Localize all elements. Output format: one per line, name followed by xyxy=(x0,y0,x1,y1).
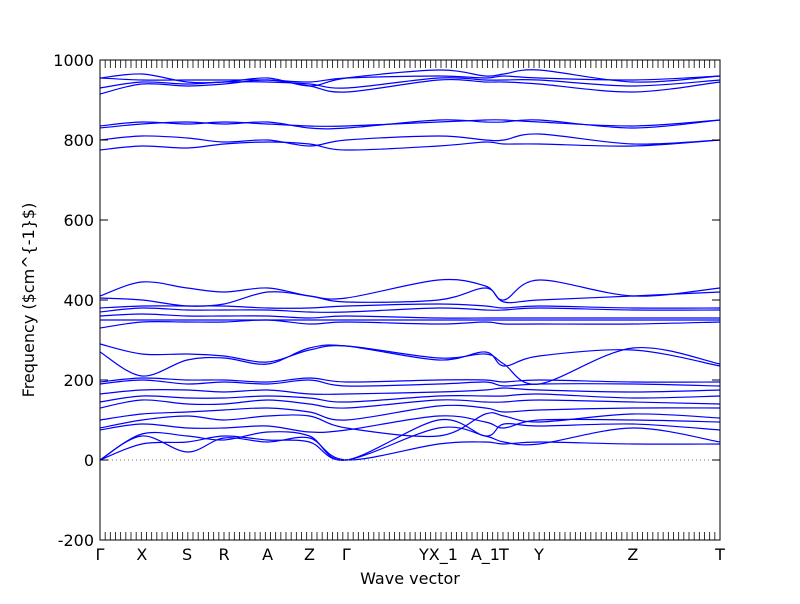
ytick-label-0: -200 xyxy=(58,531,94,550)
ytick-label-1: 0 xyxy=(84,451,94,470)
ytick-label-3: 400 xyxy=(63,291,94,310)
x-tick-labels: Γ X S R A Z Γ YX_1 A_1T Y Z T xyxy=(96,545,726,565)
series-line-9 xyxy=(99,387,721,395)
series-line-6 xyxy=(99,404,721,421)
series-line-7 xyxy=(99,399,721,409)
xtick-label-10: Y xyxy=(533,545,544,564)
series-line-17 xyxy=(99,307,721,313)
ytick-label-6: 1000 xyxy=(53,51,94,70)
series-line-24 xyxy=(99,119,721,127)
series-line-20 xyxy=(99,278,721,301)
xtick-label-6: Γ xyxy=(342,545,351,564)
xtick-label-4: A xyxy=(262,545,273,564)
xtick-label-1: X xyxy=(136,545,147,564)
xtick-label-3: R xyxy=(218,545,229,564)
y-axis-label: Frequency ($cm^{-1}$) xyxy=(19,203,38,398)
series-line-26 xyxy=(99,77,721,89)
xtick-label-5: Z xyxy=(304,545,315,564)
xtick-label-7: YX_1 xyxy=(418,545,458,565)
ytick-label-5: 800 xyxy=(63,131,94,150)
series-line-12 xyxy=(99,344,721,377)
xtick-label-2: S xyxy=(182,545,192,564)
series-layer xyxy=(99,69,721,461)
ytick-label-4: 600 xyxy=(63,211,94,230)
series-line-2 xyxy=(99,426,721,461)
xtick-label-9: T xyxy=(498,545,509,564)
series-line-13 xyxy=(99,343,721,385)
series-line-3 xyxy=(99,418,721,461)
tick-layer xyxy=(99,59,721,541)
series-line-11 xyxy=(99,377,721,383)
series-line-8 xyxy=(99,393,721,403)
series-line-1 xyxy=(99,435,721,461)
series-line-16 xyxy=(99,313,720,319)
series-line-25 xyxy=(99,78,721,95)
xtick-label-12: T xyxy=(714,545,725,564)
xtick-label-11: Z xyxy=(627,545,638,564)
x-axis-label: Wave vector xyxy=(360,569,460,588)
series-line-4 xyxy=(99,415,721,433)
series-line-23 xyxy=(99,119,721,130)
plot-frame xyxy=(99,59,721,541)
y-tick-labels: -200 0 200 400 600 800 1000 xyxy=(53,51,94,550)
series-line-22 xyxy=(99,133,721,147)
ytick-label-2: 200 xyxy=(63,371,94,390)
series-line-10 xyxy=(99,379,721,387)
series-line-19 xyxy=(99,287,721,307)
xtick-label-8: A_1 xyxy=(471,545,500,565)
series-line-21 xyxy=(99,139,721,151)
series-line-27 xyxy=(99,69,721,87)
series-line-28 xyxy=(99,75,721,83)
xtick-label-0: Γ xyxy=(96,545,105,564)
series-line-5 xyxy=(99,412,721,438)
series-line-14 xyxy=(99,319,721,329)
